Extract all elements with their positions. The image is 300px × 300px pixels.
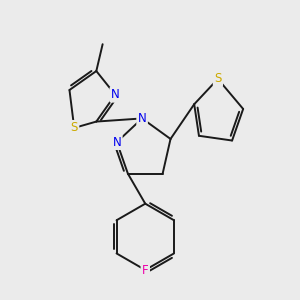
Text: S: S xyxy=(70,122,78,134)
Text: N: N xyxy=(111,88,120,101)
Text: N: N xyxy=(112,136,121,148)
Text: N: N xyxy=(138,112,146,125)
Text: F: F xyxy=(142,263,148,277)
Text: S: S xyxy=(214,72,222,86)
